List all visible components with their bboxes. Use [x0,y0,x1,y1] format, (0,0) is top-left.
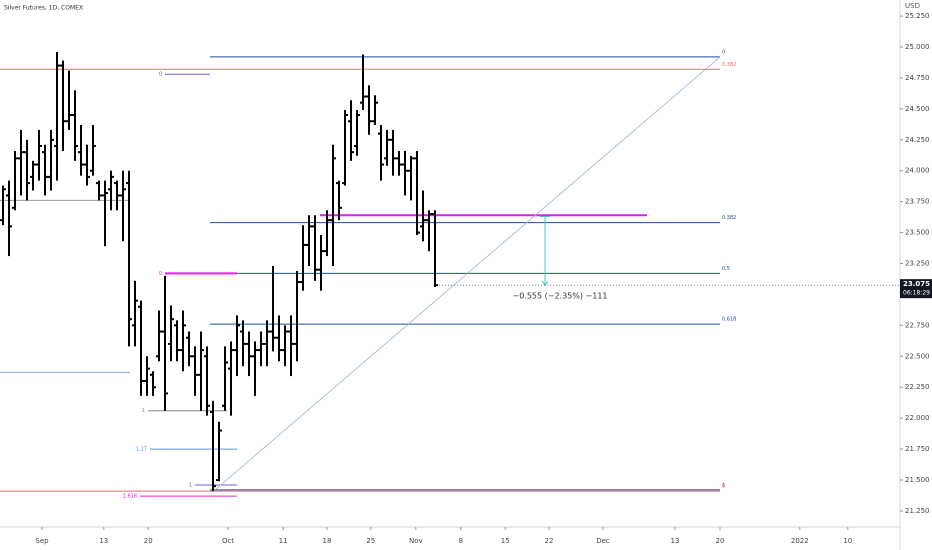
level-label: 0 [722,49,725,55]
y-tick-label: 23.250 [905,260,930,268]
level-label: 1 [189,482,192,488]
y-tick-label: 24.500 [905,105,930,113]
x-tick-label: 22 [545,537,554,545]
level-label: 0.382 [722,215,736,221]
level-label: 1 [722,482,725,488]
chart-title: Silver Futures, 1D, COMEX [4,5,83,12]
x-tick-label: Oct [222,537,234,545]
level-label: 1.618 [123,494,137,500]
y-tick-label: 23.500 [905,229,930,237]
x-tick-label: 8 [459,537,463,545]
x-tick-label: 13 [99,537,108,545]
x-tick-label: 2022 [791,537,809,545]
level-label: 0.382 [722,62,736,68]
y-tick-label: 23.750 [905,198,930,206]
trend-line [214,56,721,491]
x-tick-label: 10 [843,537,852,545]
y-tick-label: 21.750 [905,445,930,453]
y-tick-label: 22.000 [905,414,930,422]
x-tick-label: 11 [279,537,288,545]
y-tick-label: 21.500 [905,476,930,484]
level-label: 0 [159,72,162,78]
level-label: 1.27 [136,447,147,453]
x-tick-label: 15 [501,537,510,545]
y-tick-label: 24.000 [905,167,930,175]
level-label: 1 [142,408,145,414]
last-price-label: 23.075 [903,280,930,288]
level-label: 0 [722,484,725,490]
x-tick-label: 18 [323,537,332,545]
x-tick-label: 20 [144,537,153,545]
x-tick-label: Nov [409,537,423,545]
level-label: 0.618 [722,317,736,323]
level-label: 0.5 [722,266,730,272]
y-tick-label: 25.000 [905,43,930,51]
x-tick-label: 25 [366,537,375,545]
x-tick-label: 13 [671,537,680,545]
last-price-box [900,279,932,299]
measure-label: −0.555 (−2.35%) −111 [512,292,607,301]
level-label: 0 [159,271,162,277]
currency: USD [905,2,920,10]
y-tick-label: 22.750 [905,321,930,329]
x-tick-label: Dec [596,537,610,545]
y-tick-label: 22.250 [905,383,930,391]
y-tick-label: 24.250 [905,136,930,144]
y-tick-label: 21.250 [905,507,930,515]
x-tick-label: 20 [716,537,725,545]
countdown: 06:18:29 [903,290,930,297]
y-tick-label: 25.250 [905,12,930,20]
y-tick-label: 22.500 [905,352,930,360]
x-tick-label: Sep [35,537,49,545]
y-tick-label: 24.750 [905,74,930,82]
